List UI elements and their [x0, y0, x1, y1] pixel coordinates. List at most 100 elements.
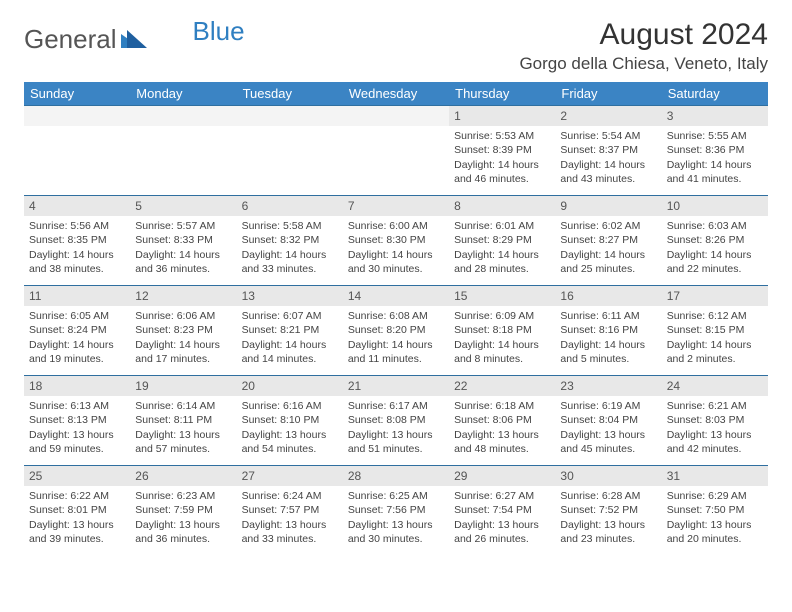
sunrise-text: Sunrise: 5:53 AM	[454, 129, 550, 143]
day-header: Friday	[555, 82, 661, 106]
sunset-text: Sunset: 8:35 PM	[29, 233, 125, 247]
sunset-text: Sunset: 8:24 PM	[29, 323, 125, 337]
calendar-day-cell: 12Sunrise: 6:06 AMSunset: 8:23 PMDayligh…	[130, 286, 236, 376]
sunset-text: Sunset: 8:18 PM	[454, 323, 550, 337]
sunset-text: Sunset: 8:39 PM	[454, 143, 550, 157]
sunset-text: Sunset: 8:23 PM	[135, 323, 231, 337]
calendar-day-cell: 3Sunrise: 5:55 AMSunset: 8:36 PMDaylight…	[662, 106, 768, 196]
calendar-day-cell: 21 Sunrise: 6:17 AMSunset: 8:08 PMDayligh…	[343, 376, 449, 466]
calendar-day-cell: 18Sunrise: 6:13 AMSunset: 8:13 PMDayligh…	[24, 376, 130, 466]
calendar-day-cell: 10Sunrise: 6:03 AMSunset: 8:26 PMDayligh…	[662, 196, 768, 286]
sunset-text: Sunset: 8:01 PM	[29, 503, 125, 517]
daylight-text: Daylight: 13 hours and 33 minutes.	[242, 518, 338, 546]
daylight-text: Daylight: 13 hours and 54 minutes.	[242, 428, 338, 456]
daylight-text: Daylight: 13 hours and 30 minutes.	[348, 518, 444, 546]
daylight-text: Daylight: 14 hours and 25 minutes.	[560, 248, 656, 276]
sunrise-text: Sunrise: 6:09 AM	[454, 309, 550, 323]
sunrise-text: Sunrise: 5:54 AM	[560, 129, 656, 143]
calendar-day-cell: 14Sunrise: 6:08 AMSunset: 8:20 PMDayligh…	[343, 286, 449, 376]
calendar-day-cell: 31Sunrise: 6:29 AMSunset: 7:50 PMDayligh…	[662, 466, 768, 556]
daylight-text: Daylight: 14 hours and 46 minutes.	[454, 158, 550, 186]
calendar-day-cell: 4Sunrise: 5:56 AMSunset: 8:35 PMDaylight…	[24, 196, 130, 286]
sunrise-text: Sunrise: 6:03 AM	[667, 219, 763, 233]
calendar-day-cell	[343, 106, 449, 196]
daylight-text: Daylight: 14 hours and 19 minutes.	[29, 338, 125, 366]
sunset-text: Sunset: 8:26 PM	[667, 233, 763, 247]
day-number: 15	[449, 286, 555, 306]
sunset-text: Sunset: 8:36 PM	[667, 143, 763, 157]
sunset-text: Sunset: 8:04 PM	[560, 413, 656, 427]
sunset-text: Sunset: 8:10 PM	[242, 413, 338, 427]
calendar-day-cell: 29Sunrise: 6:27 AMSunset: 7:54 PMDayligh…	[449, 466, 555, 556]
sunrise-text: Sunrise: 6:17 AM	[348, 399, 444, 413]
daylight-text: Daylight: 14 hours and 41 minutes.	[667, 158, 763, 186]
daylight-text: Daylight: 14 hours and 38 minutes.	[29, 248, 125, 276]
sunset-text: Sunset: 7:56 PM	[348, 503, 444, 517]
sunrise-text: Sunrise: 6:07 AM	[242, 309, 338, 323]
location-text: Gorgo della Chiesa, Veneto, Italy	[519, 54, 768, 74]
calendar-header-row: SundayMondayTuesdayWednesdayThursdayFrid…	[24, 82, 768, 106]
brand-part2: Blue	[193, 16, 245, 47]
month-title: August 2024	[519, 18, 768, 52]
sunrise-text: Sunrise: 6:22 AM	[29, 489, 125, 503]
day-number: 19	[130, 376, 236, 396]
sunset-text: Sunset: 8:16 PM	[560, 323, 656, 337]
sunrise-text: Sunrise: 6:01 AM	[454, 219, 550, 233]
day-number: 13	[237, 286, 343, 306]
day-number: 31	[662, 466, 768, 486]
daylight-text: Daylight: 13 hours and 45 minutes.	[560, 428, 656, 456]
sunset-text: Sunset: 7:52 PM	[560, 503, 656, 517]
day-number: 21	[343, 376, 449, 396]
daylight-text: Daylight: 14 hours and 17 minutes.	[135, 338, 231, 366]
daylight-text: Daylight: 14 hours and 14 minutes.	[242, 338, 338, 366]
day-number: 26	[130, 466, 236, 486]
day-number: 1	[449, 106, 555, 126]
calendar-day-cell: 2Sunrise: 5:54 AMSunset: 8:37 PMDaylight…	[555, 106, 661, 196]
daylight-text: Daylight: 13 hours and 57 minutes.	[135, 428, 231, 456]
sunset-text: Sunset: 7:57 PM	[242, 503, 338, 517]
logo-triangle-icon	[121, 24, 147, 55]
calendar-day-cell: 22Sunrise: 6:18 AMSunset: 8:06 PMDayligh…	[449, 376, 555, 466]
day-header: Saturday	[662, 82, 768, 106]
calendar-day-cell: 6Sunrise: 5:58 AMSunset: 8:32 PMDaylight…	[237, 196, 343, 286]
sunrise-text: Sunrise: 6:00 AM	[348, 219, 444, 233]
daylight-text: Daylight: 13 hours and 51 minutes.	[348, 428, 444, 456]
sunset-text: Sunset: 8:06 PM	[454, 413, 550, 427]
sunset-text: Sunset: 8:03 PM	[667, 413, 763, 427]
day-number: 5	[130, 196, 236, 216]
day-number: 17	[662, 286, 768, 306]
sunrise-text: Sunrise: 6:08 AM	[348, 309, 444, 323]
calendar-day-cell	[130, 106, 236, 196]
page-header: General Blue August 2024 Gorgo della Chi…	[24, 18, 768, 74]
day-header: Monday	[130, 82, 236, 106]
daylight-text: Daylight: 13 hours and 36 minutes.	[135, 518, 231, 546]
sunrise-text: Sunrise: 6:06 AM	[135, 309, 231, 323]
sunset-text: Sunset: 7:54 PM	[454, 503, 550, 517]
daylight-text: Daylight: 13 hours and 59 minutes.	[29, 428, 125, 456]
sunset-text: Sunset: 8:15 PM	[667, 323, 763, 337]
calendar-day-cell: 15Sunrise: 6:09 AMSunset: 8:18 PMDayligh…	[449, 286, 555, 376]
day-number: 22	[449, 376, 555, 396]
sunrise-text: Sunrise: 6:25 AM	[348, 489, 444, 503]
sunset-text: Sunset: 8:21 PM	[242, 323, 338, 337]
calendar-week-row: 1Sunrise: 5:53 AMSunset: 8:39 PMDaylight…	[24, 106, 768, 196]
daylight-text: Daylight: 14 hours and 30 minutes.	[348, 248, 444, 276]
sunrise-text: Sunrise: 6:13 AM	[29, 399, 125, 413]
calendar-day-cell: 13 Sunrise: 6:07 AMSunset: 8:21 PMDayligh…	[237, 286, 343, 376]
calendar-day-cell: 26Sunrise: 6:23 AMSunset: 7:59 PMDayligh…	[130, 466, 236, 556]
day-number: 28	[343, 466, 449, 486]
day-number: 29	[449, 466, 555, 486]
title-block: August 2024 Gorgo della Chiesa, Veneto, …	[519, 18, 768, 74]
daylight-text: Daylight: 13 hours and 48 minutes.	[454, 428, 550, 456]
calendar-week-row: 18Sunrise: 6:13 AMSunset: 8:13 PMDayligh…	[24, 376, 768, 466]
day-number	[130, 106, 236, 126]
day-number: 20	[237, 376, 343, 396]
day-number: 7	[343, 196, 449, 216]
sunrise-text: Sunrise: 6:14 AM	[135, 399, 231, 413]
sunrise-text: Sunrise: 6:29 AM	[667, 489, 763, 503]
sunset-text: Sunset: 8:08 PM	[348, 413, 444, 427]
calendar-day-cell: 9Sunrise: 6:02 AMSunset: 8:27 PMDaylight…	[555, 196, 661, 286]
calendar-day-cell: 23Sunrise: 6:19 AMSunset: 8:04 PMDayligh…	[555, 376, 661, 466]
daylight-text: Daylight: 14 hours and 2 minutes.	[667, 338, 763, 366]
sunrise-text: Sunrise: 6:23 AM	[135, 489, 231, 503]
